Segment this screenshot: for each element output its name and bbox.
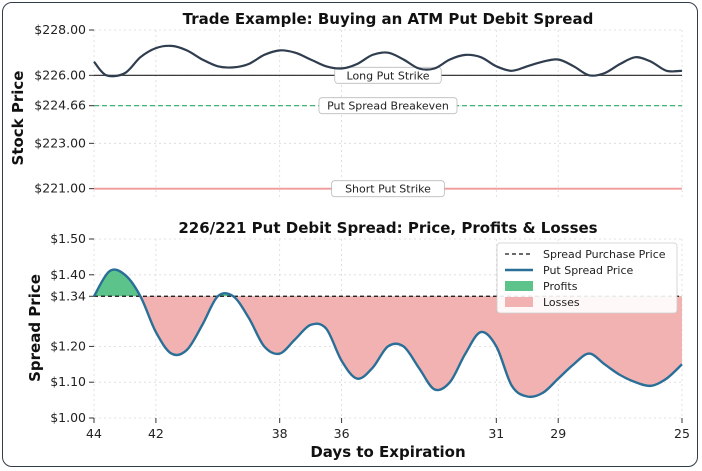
ref-label-box-2 xyxy=(331,180,445,198)
bottom-chart-title: 226/221 Put Debit Spread: Price, Profits… xyxy=(178,219,597,237)
x-tick-label: 44 xyxy=(86,426,102,441)
legend-entry-losses: Losses xyxy=(543,296,580,309)
legend-swatch-profits xyxy=(505,281,533,291)
ref-label-box-1 xyxy=(318,97,458,115)
bottom-y-tick-label: $1.10 xyxy=(50,374,86,389)
top-y-tick-label: $228.00 xyxy=(34,22,86,37)
stock-price-line xyxy=(93,44,683,78)
bottom-y-tick-label: $1.00 xyxy=(50,410,86,425)
legend-swatch-losses xyxy=(505,297,533,307)
ref-label-box-0 xyxy=(334,66,442,84)
ref-label-0: Long Put Strike xyxy=(347,69,430,82)
x-tick-label: 25 xyxy=(674,426,690,441)
top-y-tick-label: $224.66 xyxy=(34,98,86,113)
bottom-y-tick-label: $1.20 xyxy=(50,338,86,353)
top-chart-title: Trade Example: Buying an ATM Put Debit S… xyxy=(183,10,594,28)
losses-area xyxy=(94,296,682,397)
x-tick-label: 36 xyxy=(334,426,350,441)
ref-label-2: Short Put Strike xyxy=(345,183,431,196)
bottom-y-tick-label: $1.40 xyxy=(50,267,86,282)
top-y-tick-label: $223.00 xyxy=(34,135,86,150)
x-axis-label: Days to Expiration xyxy=(310,443,465,461)
bottom-y-axis-label: Spread Price xyxy=(26,274,44,382)
bottom-y-tick-label: $1.50 xyxy=(50,231,86,246)
bottom-y-tick-label: $1.34 xyxy=(50,288,86,303)
x-tick-label: 31 xyxy=(488,426,504,441)
x-tick-label: 42 xyxy=(148,426,164,441)
chart-frame xyxy=(2,2,698,467)
top-y-axis-label: Stock Price xyxy=(9,71,27,166)
top-y-tick-label: $226.00 xyxy=(34,67,86,82)
x-tick-label: 29 xyxy=(550,426,566,441)
legend-entry-profits: Profits xyxy=(543,280,578,293)
top-y-tick-label: $221.00 xyxy=(34,181,86,196)
legend-entry-spread: Put Spread Price xyxy=(543,264,634,277)
ref-label-1: Put Spread Breakeven xyxy=(327,100,449,113)
x-tick-label: 38 xyxy=(272,426,288,441)
profits-area xyxy=(94,269,234,297)
legend-entry-purchase: Spread Purchase Price xyxy=(543,248,666,261)
put-spread-price-line xyxy=(92,268,683,399)
legend: Spread Purchase Price Put Spread Price P… xyxy=(496,242,678,314)
